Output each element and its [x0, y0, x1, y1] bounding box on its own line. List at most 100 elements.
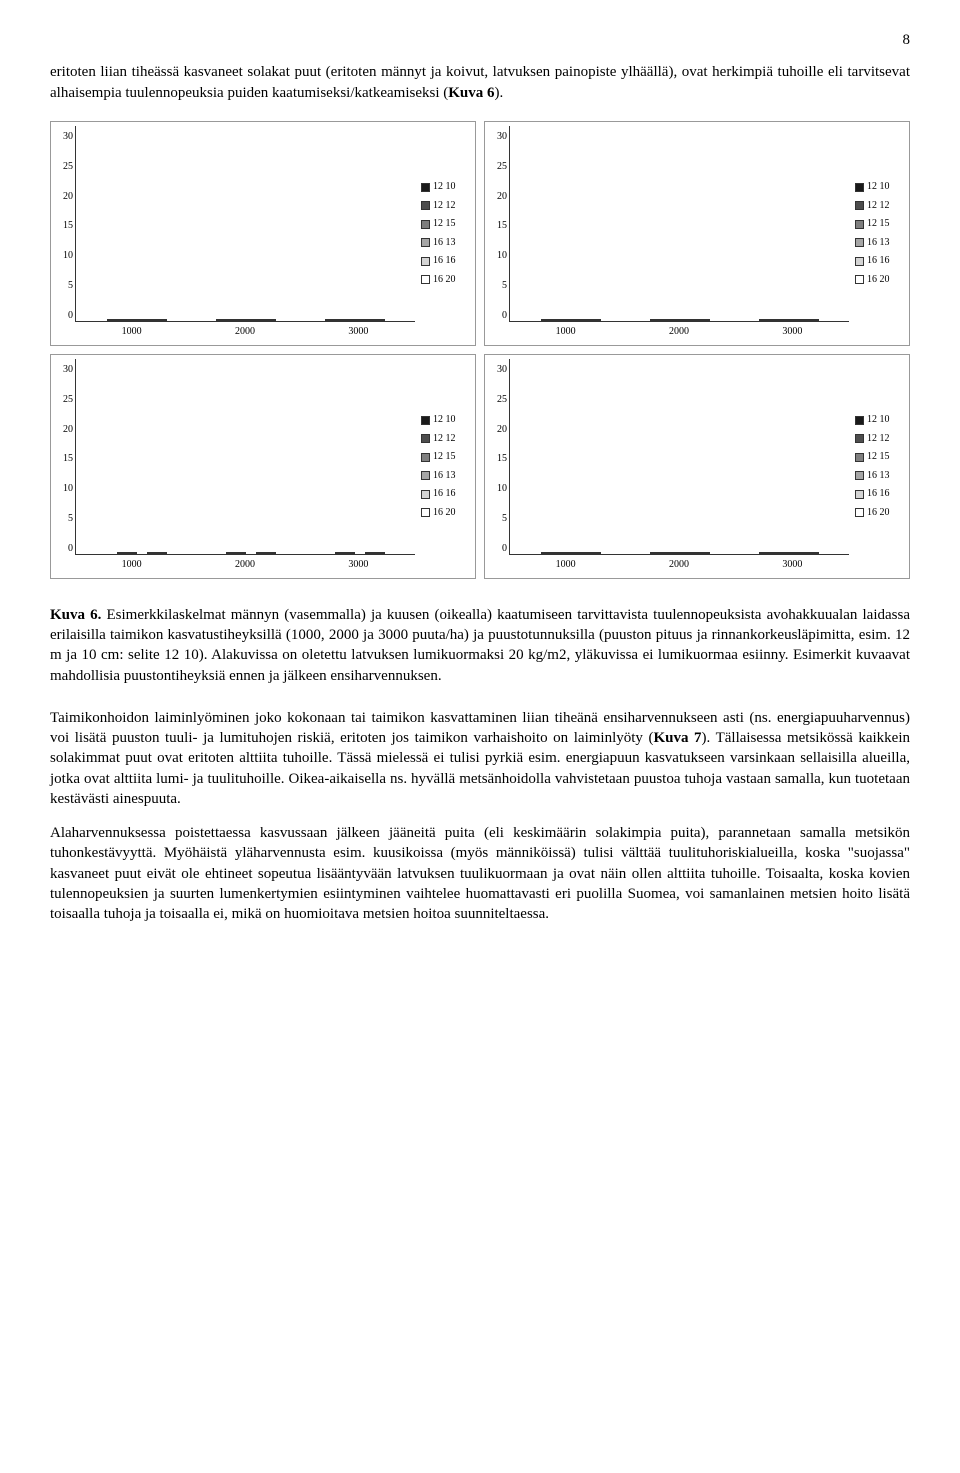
y-tick: 5 [489, 512, 507, 526]
intro-tail: ). [495, 85, 504, 101]
y-tick: 0 [55, 542, 73, 556]
bar [541, 319, 551, 321]
bar [335, 552, 345, 554]
legend-swatch [855, 275, 864, 284]
x-label: 2000 [235, 325, 255, 341]
bar [551, 552, 561, 554]
legend-label: 16 13 [867, 236, 890, 250]
bar-group [216, 552, 276, 554]
bar [365, 552, 375, 554]
bar [779, 552, 789, 554]
bar [551, 319, 561, 321]
y-tick: 30 [55, 363, 73, 377]
bar [236, 552, 246, 554]
charts-grid: 05101520253010002000300012 1012 1212 151… [50, 121, 910, 579]
bar [345, 319, 355, 321]
bar-group [650, 552, 710, 554]
legend-swatch [855, 471, 864, 480]
plot: 100020003000 [75, 126, 415, 341]
bar [107, 319, 117, 321]
caption-bold: Kuva 6. [50, 607, 101, 623]
bars-area [75, 359, 415, 555]
legend-swatch [421, 508, 430, 517]
y-axis: 051015202530 [489, 126, 509, 341]
legend-item: 12 15 [855, 217, 903, 231]
y-tick: 5 [55, 279, 73, 293]
bar [670, 319, 680, 321]
bar-group [325, 552, 385, 554]
bars-area [75, 126, 415, 322]
intro-paragraph: eritoten liian tiheässä kasvaneet solaka… [50, 62, 910, 103]
y-tick: 10 [55, 482, 73, 496]
legend-label: 12 12 [433, 199, 456, 213]
y-tick: 25 [55, 160, 73, 174]
bar [789, 319, 799, 321]
bar [680, 552, 690, 554]
legend-item: 16 16 [855, 487, 903, 501]
y-tick: 15 [55, 452, 73, 466]
plot-wrap: 051015202530100020003000 [489, 359, 849, 574]
x-label: 2000 [669, 558, 689, 574]
page-number: 8 [50, 30, 910, 50]
bar [769, 319, 779, 321]
bars-area [509, 126, 849, 322]
paragraph-3: Alaharvennuksessa poistettaessa kasvussa… [50, 823, 910, 924]
legend-item: 16 16 [855, 254, 903, 268]
bar [147, 552, 157, 554]
legend-swatch [421, 434, 430, 443]
y-tick: 5 [489, 279, 507, 293]
bar [700, 552, 710, 554]
y-tick: 30 [55, 130, 73, 144]
bar [335, 319, 345, 321]
bar-group [759, 319, 819, 321]
legend-item: 12 12 [855, 199, 903, 213]
legend-label: 12 12 [433, 432, 456, 446]
legend-item: 16 20 [855, 273, 903, 287]
y-tick: 0 [55, 309, 73, 323]
legend-item: 12 15 [421, 217, 469, 231]
chart-panel: 05101520253010002000300012 1012 1212 151… [50, 121, 476, 346]
legend-swatch [855, 238, 864, 247]
bar-group [541, 552, 601, 554]
plot: 100020003000 [75, 359, 415, 574]
legend-item: 12 12 [421, 199, 469, 213]
legend-swatch [421, 257, 430, 266]
legend-item: 12 10 [855, 413, 903, 427]
bar [789, 552, 799, 554]
x-label: 2000 [235, 558, 255, 574]
y-tick: 20 [489, 190, 507, 204]
legend-label: 16 20 [433, 506, 456, 520]
legend-item: 16 13 [421, 236, 469, 250]
legend-label: 12 15 [433, 450, 456, 464]
bar [226, 552, 236, 554]
y-axis: 051015202530 [55, 126, 75, 341]
bar [561, 552, 571, 554]
legend-item: 16 13 [855, 236, 903, 250]
y-tick: 20 [489, 423, 507, 437]
y-tick: 30 [489, 130, 507, 144]
legend-label: 16 13 [867, 469, 890, 483]
chart-panel: 05101520253010002000300012 1012 1212 151… [484, 354, 910, 579]
legend-label: 12 10 [433, 180, 456, 194]
bar [799, 319, 809, 321]
bar [325, 319, 335, 321]
legend-label: 12 10 [867, 413, 890, 427]
y-tick: 15 [55, 219, 73, 233]
bar-group [107, 319, 167, 321]
legend-item: 16 20 [421, 506, 469, 520]
bar [147, 319, 157, 321]
bar [561, 319, 571, 321]
legend-item: 12 10 [855, 180, 903, 194]
x-label: 3000 [782, 558, 802, 574]
y-tick: 10 [55, 249, 73, 263]
bar [809, 319, 819, 321]
legend-swatch [421, 238, 430, 247]
legend-swatch [855, 183, 864, 192]
bar [127, 552, 137, 554]
legend-label: 16 16 [867, 487, 890, 501]
bar [355, 319, 365, 321]
legend-label: 12 15 [867, 217, 890, 231]
bar [137, 319, 147, 321]
bar [591, 552, 601, 554]
bar [117, 552, 127, 554]
